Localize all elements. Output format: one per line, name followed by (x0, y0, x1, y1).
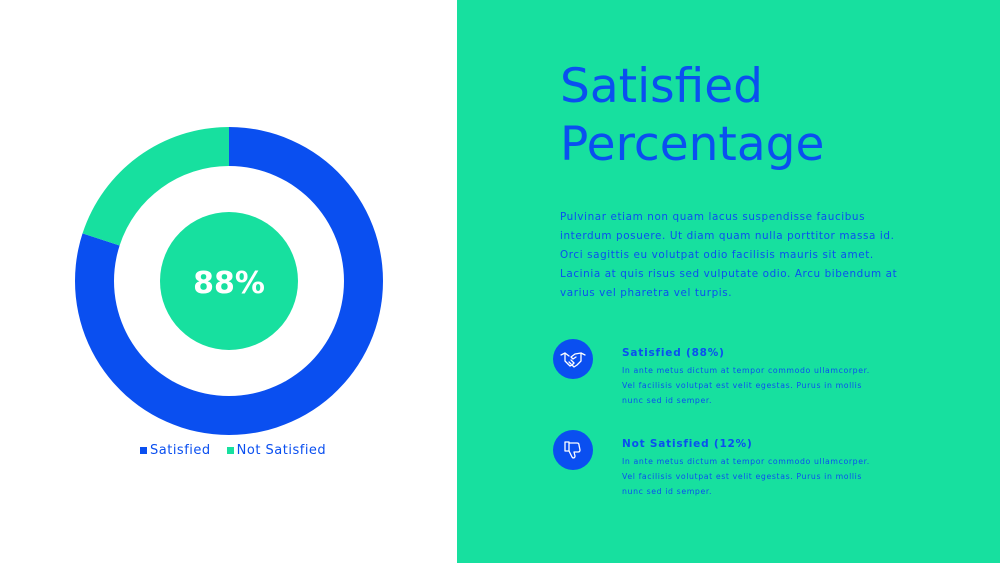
legend-swatch-satisfied (140, 447, 147, 454)
center-percentage-label: 88% (193, 266, 265, 301)
title-line-2: Percentage (560, 117, 825, 172)
page-title: Satisfied Percentage (560, 58, 824, 174)
satisfied-item-title: Satisfied (88%) (622, 347, 725, 359)
not-satisfied-item-text: In ante metus dictum at tempor commodo u… (622, 457, 870, 496)
handshake-icon (553, 339, 593, 379)
not-satisfied-item-title: Not Satisfied (12%) (622, 438, 753, 450)
chart-legend: Satisfied Not Satisfied (140, 443, 326, 458)
title-line-1: Satisfied (560, 59, 763, 114)
legend-label-not-satisfied: Not Satisfied (236, 443, 327, 458)
info-panel (457, 0, 1000, 563)
legend-item-not-satisfied: Not Satisfied (226, 443, 327, 458)
thumbs-down-icon (553, 430, 593, 470)
center-disc (160, 212, 298, 350)
donut-chart: 88% (74, 127, 383, 435)
legend-item-satisfied: Satisfied (140, 443, 211, 458)
legend-label-satisfied: Satisfied (150, 443, 211, 458)
legend-swatch-not-satisfied (226, 447, 234, 454)
description-text: Pulvinar etiam non quam lacus suspendiss… (560, 211, 898, 299)
satisfied-item-text: In ante metus dictum at tempor commodo u… (622, 366, 870, 405)
donut-slice-not-satisfied (82, 127, 230, 246)
